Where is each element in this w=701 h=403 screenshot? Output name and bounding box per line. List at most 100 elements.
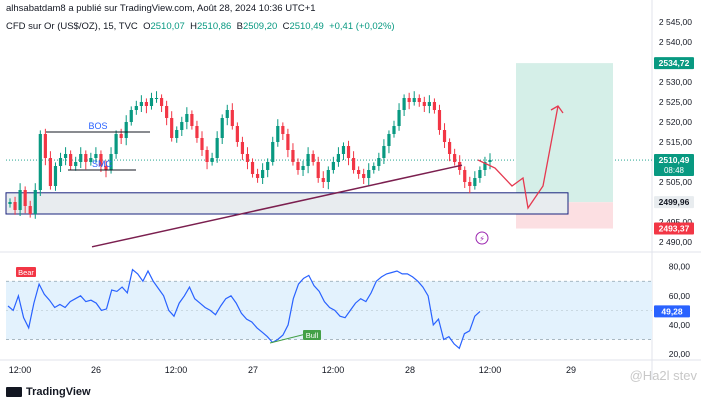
candle-body [23,190,27,206]
y-tick-label: 2 545,00 [659,17,692,27]
candle-body [341,146,346,154]
x-tick-label: 27 [248,365,258,375]
candle-body [53,166,58,186]
candle-body [134,106,138,110]
candle-body [422,102,426,106]
rsi-y-tick-label: 80,00 [669,262,691,272]
candle-body [139,102,143,106]
candle-body [442,130,447,142]
x-tick-label: 12:00 [322,365,345,375]
candle-body [48,158,53,186]
price-label-entry-bg [654,196,694,209]
candle-body [281,126,285,134]
brand-label: TradingView [26,386,91,398]
candle-body [200,138,204,150]
candle-body [154,98,159,99]
candle-body [276,126,280,142]
candle-body [326,170,330,182]
candle-body [331,162,335,170]
rsi-y-tick-label: 20,00 [669,349,691,359]
candle-body [58,158,63,166]
candle-body [190,114,194,126]
tradingview-logo-icon [6,387,22,397]
candle-body [165,106,169,118]
candle-body [427,102,431,106]
price-label-last-bg [654,154,694,177]
candle-body [230,110,234,126]
candle-body [306,154,310,166]
y-tick-label: 2 490,00 [659,237,692,247]
y-tick-label: 2 525,00 [659,97,692,107]
candle-body [8,202,12,204]
x-tick-label: 29 [566,365,576,375]
y-tick-label: 2 540,00 [659,37,692,47]
bear-label: Bear [18,268,34,277]
candle-body [79,154,83,162]
author-watermark: @Ha2l stev [629,368,697,383]
smc-label: SMC [92,159,113,169]
candle-body [159,98,164,106]
candle-body [412,98,416,102]
candle-body [387,134,391,146]
candle-body [175,130,179,138]
candle-body [180,122,184,130]
price-label-target-bg [654,57,694,70]
trendline [91,164,463,248]
candle-body [215,138,219,158]
candle-body [255,174,260,178]
candle-body [311,154,315,162]
y-tick-label: 2 505,00 [659,177,692,187]
candle-body [261,170,265,178]
candle-body [18,190,22,210]
price-label-stop: 2493,37 [659,224,690,234]
axes: 12:00 26 12:00 27 12:00 28 12:00 29 2 545,00 2 54… [9,17,694,375]
candle-body [220,118,224,138]
candle-body [463,170,467,182]
rsi-y-tick-label: 40,00 [669,320,691,330]
candle-body [170,118,174,138]
price-label-last: 2510,49 [659,155,690,165]
candle-body [316,162,320,178]
candle-body [195,126,199,138]
bear-badge [16,267,36,277]
candle-body [468,182,472,186]
candle-body [63,154,68,158]
symbol-legend[interactable]: CFD sur Or (US$/OZ), 15, TVC O2510,07 H2… [6,21,395,32]
rsi-pane: Bear Bull [6,267,652,350]
candle-body [296,162,300,170]
candle-body [266,162,270,170]
target-zone [516,63,613,203]
tradingview-logo[interactable]: TradingView [6,386,91,398]
candle-body [225,110,229,118]
price-label-stop-bg [654,222,694,235]
lightning-glyph: ⚡ [479,235,485,244]
candle-body [240,142,245,154]
candle-body [149,98,154,106]
y-tick-label: 2 520,00 [659,117,692,127]
rsi-line [7,268,481,350]
x-tick-label: 12:00 [479,365,502,375]
bull-divergence-line [269,333,307,344]
candle-body [38,134,42,190]
candle-body [372,166,376,170]
candle-body [124,122,128,138]
candle-body [13,202,17,210]
candle-body [402,98,406,110]
candle-body [377,158,381,166]
bull-label: Bull [306,331,319,340]
candle-body [185,114,189,122]
candle-body [336,154,341,162]
candle-body [447,142,452,154]
candle-body [104,166,108,170]
candle-body [432,102,437,110]
bull-badge [303,330,321,340]
candle-body [488,160,492,162]
candle-body [245,154,250,162]
projection-arrowhead [550,105,564,114]
candle-body [43,134,47,158]
x-tick-label: 28 [405,365,415,375]
candle-body [129,110,133,122]
candle-body [367,170,371,178]
candle-body [28,206,32,214]
